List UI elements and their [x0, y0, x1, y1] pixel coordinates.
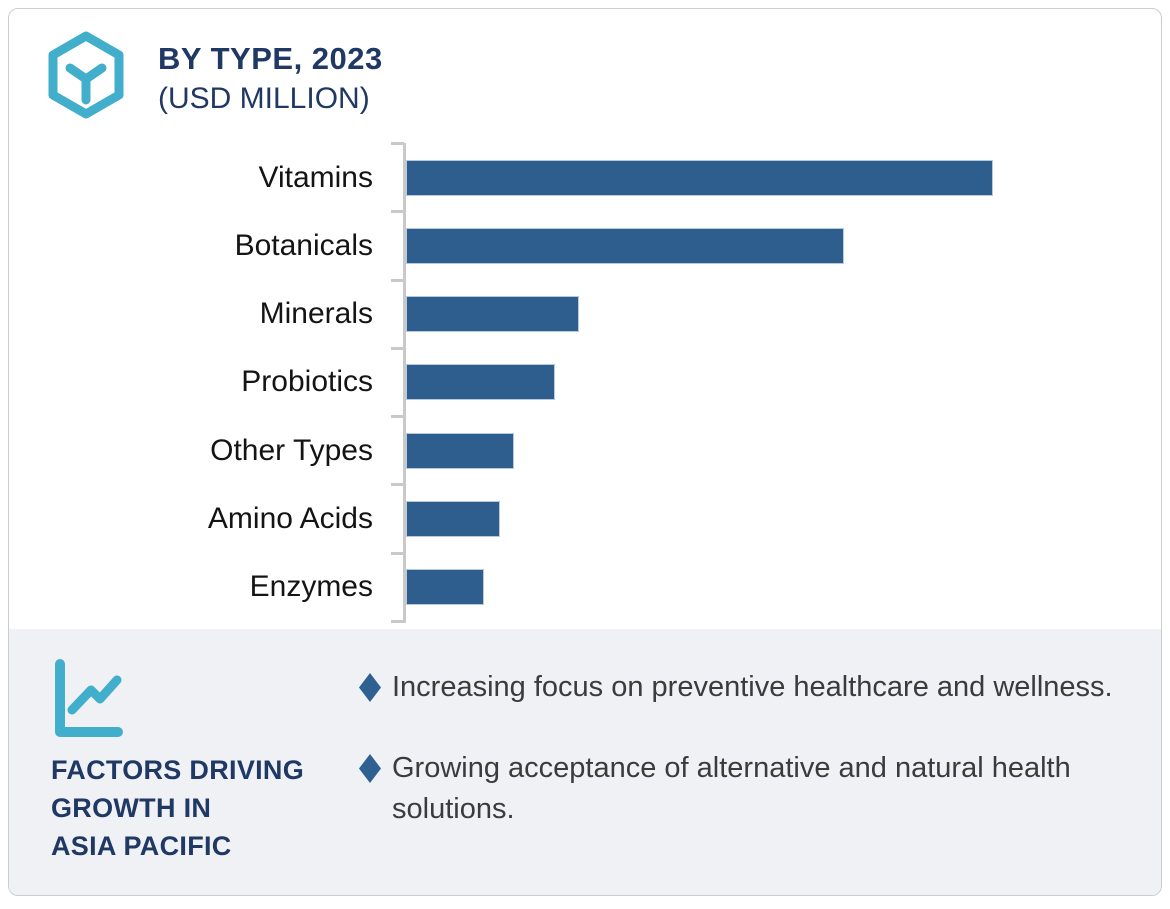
axis-tick — [391, 210, 404, 213]
category-label: Amino Acids — [207, 501, 373, 535]
bar — [406, 296, 579, 333]
bar-row: Enzymes — [9, 553, 1161, 622]
bar-row: Minerals — [9, 280, 1161, 349]
bar-row: Probiotics — [9, 348, 1161, 417]
axis-tick — [391, 347, 404, 350]
chart-title-block: BY TYPE, 2023 (USD MILLION) — [158, 31, 383, 116]
factors-panel: FACTORS DRIVING GROWTH IN ASIA PACIFIC I… — [9, 629, 1161, 895]
axis-tick — [391, 620, 404, 623]
bullet-list: Increasing focus on preventive healthcar… — [359, 667, 1137, 830]
diamond-bullet-icon — [359, 754, 381, 783]
panel-heading: FACTORS DRIVING GROWTH IN ASIA PACIFIC — [51, 755, 305, 861]
bar — [406, 364, 555, 401]
bullet-text: Growing acceptance of alternative and na… — [392, 752, 1071, 825]
chart-header: BY TYPE, 2023 (USD MILLION) — [46, 31, 383, 119]
bar — [406, 159, 993, 196]
hexagon-cube-icon — [48, 31, 124, 119]
axis-tick — [391, 279, 404, 282]
axis-tick — [391, 552, 404, 555]
bar-row: Vitamins — [9, 143, 1161, 212]
axis-tick — [391, 142, 404, 145]
bullet-text: Increasing focus on preventive healthcar… — [392, 671, 1113, 703]
axis-tick — [391, 483, 404, 486]
diamond-bullet-icon — [359, 673, 381, 702]
chart-title: BY TYPE, 2023 — [158, 41, 383, 76]
category-label: Minerals — [259, 297, 373, 331]
bar-row: Amino Acids — [9, 484, 1161, 553]
bar-row: Botanicals — [9, 211, 1161, 280]
bar — [406, 227, 844, 264]
category-label: Other Types — [210, 433, 373, 467]
category-label: Probiotics — [241, 365, 373, 399]
line-chart-icon — [55, 659, 123, 737]
chart-subtitle: (USD MILLION) — [158, 82, 370, 115]
bar-row: Other Types — [9, 416, 1161, 485]
category-label: Botanicals — [234, 228, 373, 262]
axis-tick — [391, 415, 404, 418]
y-axis-line — [403, 143, 406, 623]
bar-chart: Vitamins Botanicals Minerals Probiotics Othe… — [9, 142, 1161, 623]
bar — [406, 500, 500, 537]
category-label: Vitamins — [258, 160, 374, 194]
category-label: Enzymes — [249, 570, 373, 604]
bullet-item: Increasing focus on preventive healthcar… — [359, 667, 1137, 708]
bar — [406, 432, 514, 469]
bar — [406, 569, 484, 606]
bullet-item: Growing acceptance of alternative and na… — [359, 748, 1137, 830]
infographic-card: BY TYPE, 2023 (USD MILLION) Vitamins Bota… — [8, 8, 1162, 896]
